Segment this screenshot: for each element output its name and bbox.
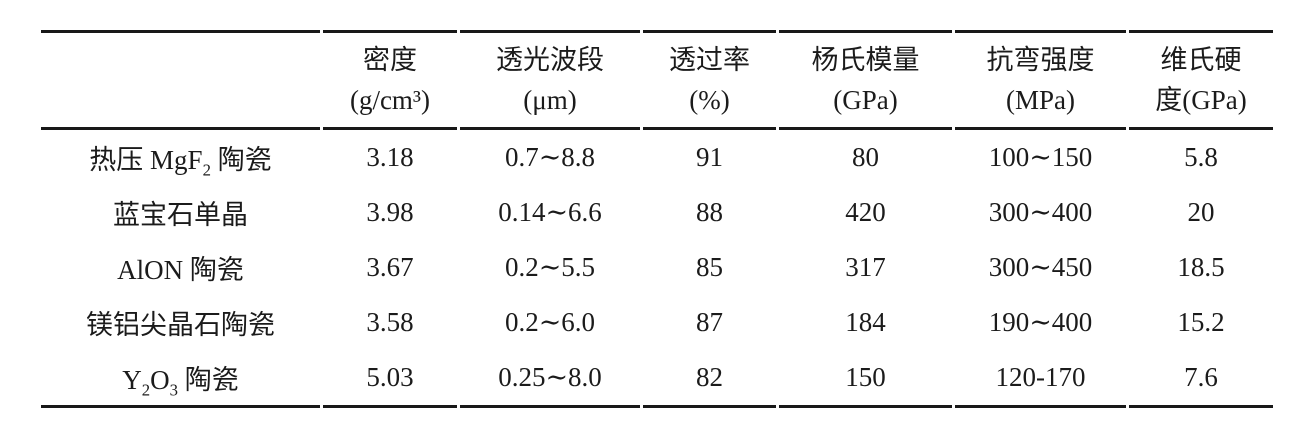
value-cell: 88	[696, 197, 723, 227]
column-header-vickers-hardness: 维氏硬 度(GPa)	[1129, 30, 1273, 130]
material-name-cell: AlON 陶瓷	[117, 255, 244, 285]
column-header-material	[41, 30, 320, 130]
value-cell: 0.14∼6.6	[498, 197, 602, 227]
table-row: 热压 MgF2 陶瓷 3.18 0.7∼8.8 91 80 100∼150 5.…	[41, 130, 1273, 185]
header-line2: (%)	[689, 85, 730, 115]
value-cell: 300∼450	[988, 252, 1093, 282]
value-cell: 5.03	[323, 350, 457, 408]
value-cell: 0.2∼6.0	[504, 307, 596, 337]
value-cell: 150	[779, 350, 952, 408]
column-header-youngs-modulus: 杨氏模量 (GPa)	[779, 30, 952, 130]
column-header-flexural-strength: 抗弯强度 (MPa)	[955, 30, 1126, 130]
value-cell: 5.8	[1184, 142, 1218, 172]
column-header-transmission-band: 透光波段 (μm)	[460, 30, 640, 130]
value-cell: 3.58	[366, 307, 414, 337]
value-cell: 3.18	[366, 142, 414, 172]
value-cell: 87	[696, 307, 723, 337]
value-cell: 82	[643, 350, 776, 408]
value-cell: 420	[845, 197, 886, 227]
value-cell: 120-170	[955, 350, 1126, 408]
header-line1: 杨氏模量	[811, 45, 920, 75]
column-header-transmittance: 透过率 (%)	[643, 30, 776, 130]
header-row: 密度 (g/cm³) 透光波段 (μm) 透过率 (%) 杨氏模量 (GPa)	[41, 30, 1273, 130]
value-cell: 85	[696, 252, 723, 282]
header-line1: 透过率	[669, 45, 750, 75]
value-cell: 20	[1187, 197, 1215, 227]
value-cell: 0.7∼8.8	[504, 142, 596, 172]
value-cell: 0.25∼8.0	[460, 350, 640, 408]
value-cell: 80	[852, 142, 879, 172]
value-cell: 7.6	[1129, 350, 1273, 408]
material-name-cell: 蓝宝石单晶	[113, 200, 248, 230]
table-row: 镁铝尖晶石陶瓷 3.58 0.2∼6.0 87 184 190∼400 15.2	[41, 295, 1273, 350]
table-body: 热压 MgF2 陶瓷 3.18 0.7∼8.8 91 80 100∼150 5.…	[41, 130, 1273, 408]
column-header-density: 密度 (g/cm³)	[323, 30, 457, 130]
material-name-cell: Y2O3 陶瓷	[41, 350, 320, 408]
value-cell: 190∼400	[988, 307, 1093, 337]
header-line2: (MPa)	[1006, 85, 1075, 115]
value-cell: 3.98	[366, 197, 414, 227]
value-cell: 184	[845, 307, 886, 337]
value-cell: 91	[696, 142, 723, 172]
value-cell: 18.5	[1177, 252, 1225, 282]
header-line1: 密度	[363, 45, 417, 75]
ceramics-properties-table: 密度 (g/cm³) 透光波段 (μm) 透过率 (%) 杨氏模量 (GPa)	[38, 30, 1276, 408]
table-row: 蓝宝石单晶 3.98 0.14∼6.6 88 420 300∼400 20	[41, 185, 1273, 240]
value-cell: 0.2∼5.5	[504, 252, 596, 282]
header-line1	[41, 40, 320, 80]
header-line2: (μm)	[523, 85, 577, 115]
value-cell: 100∼150	[988, 142, 1093, 172]
header-line1: 透光波段	[496, 45, 604, 75]
table-row: AlON 陶瓷 3.67 0.2∼5.5 85 317 300∼450 18.5	[41, 240, 1273, 295]
header-line2: (GPa)	[833, 85, 898, 115]
table-container: 密度 (g/cm³) 透光波段 (μm) 透过率 (%) 杨氏模量 (GPa)	[38, 30, 1278, 408]
material-name-cell: 热压 MgF2 陶瓷	[89, 145, 272, 180]
material-name-cell: 镁铝尖晶石陶瓷	[86, 310, 275, 340]
value-cell: 15.2	[1177, 307, 1225, 337]
value-cell: 317	[845, 252, 886, 282]
header-line1: 抗弯强度	[986, 45, 1095, 75]
header-line2: 度(GPa)	[1155, 85, 1247, 115]
header-line2	[41, 80, 320, 120]
header-line1: 维氏硬	[1160, 45, 1242, 75]
table-row: Y2O3 陶瓷 5.03 0.25∼8.0 82 150 120-170 7.6	[41, 350, 1273, 408]
table-header: 密度 (g/cm³) 透光波段 (μm) 透过率 (%) 杨氏模量 (GPa)	[41, 30, 1273, 130]
value-cell: 300∼400	[988, 197, 1093, 227]
value-cell: 3.67	[366, 252, 414, 282]
header-line2: (g/cm³)	[349, 85, 431, 115]
